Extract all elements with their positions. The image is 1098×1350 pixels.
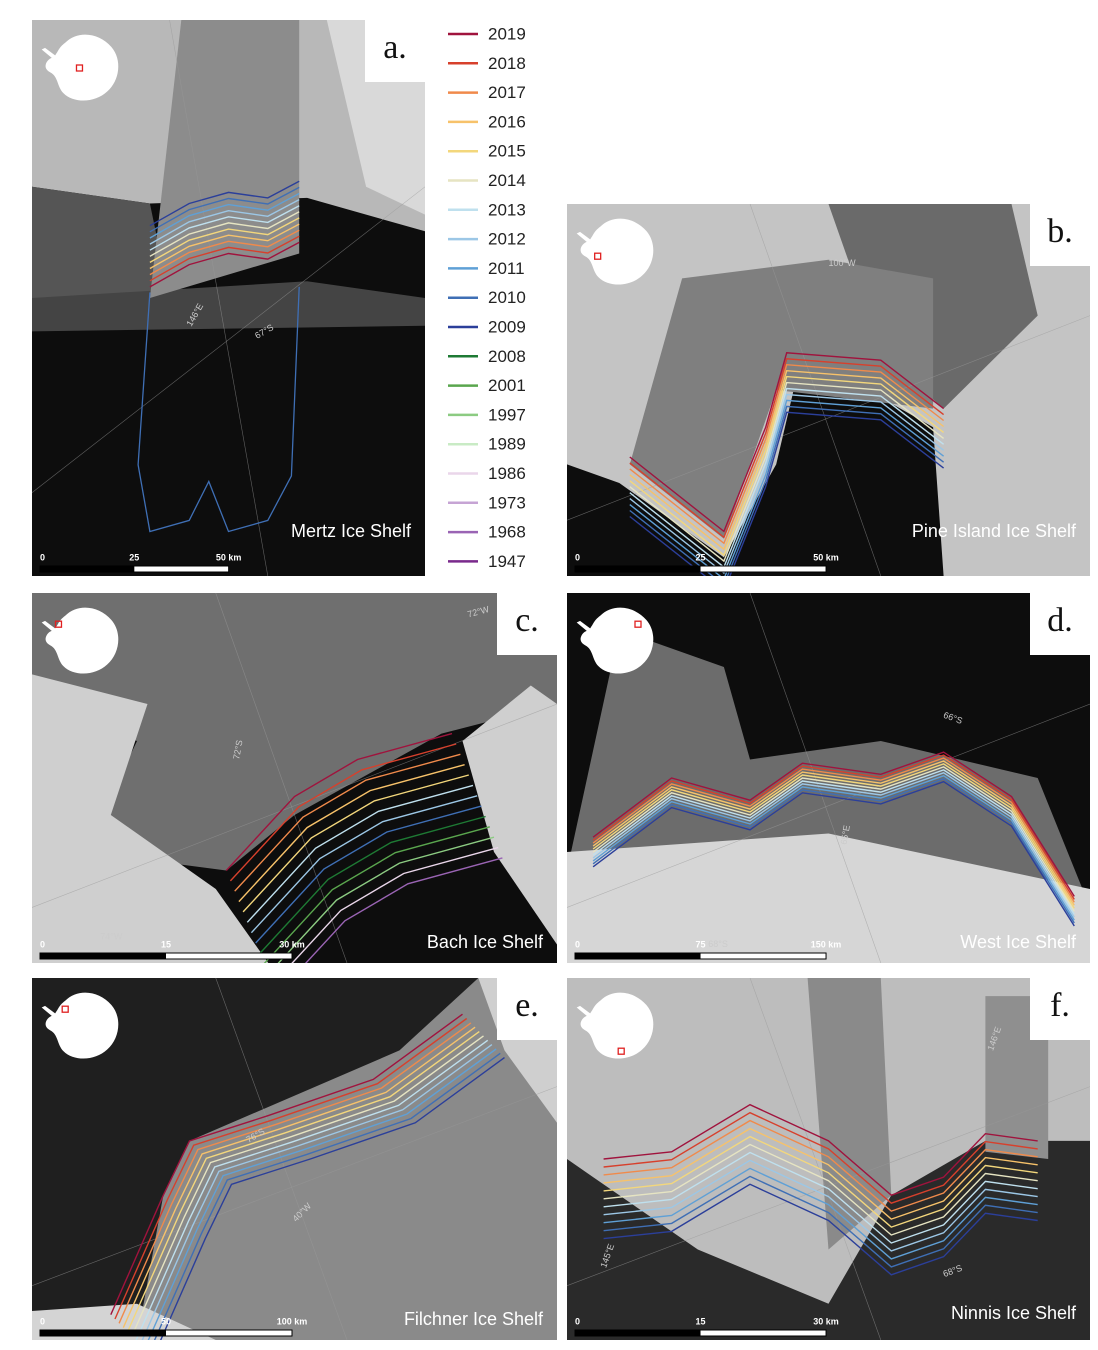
scale-label: 25 — [696, 552, 706, 562]
scale-label: 25 — [129, 552, 139, 562]
scale-bar-segment — [575, 566, 701, 572]
panel-letter: a. — [383, 29, 407, 66]
map-panel: 100°W b. Pine Island Ice Shelf 0 25 50 km — [567, 204, 1090, 591]
scale-bar-segment — [40, 566, 134, 572]
legend-label: 1947 — [488, 552, 526, 571]
scale-label: 0 — [40, 1316, 45, 1326]
legend-label: 2018 — [488, 54, 526, 73]
map-panel: 66°S65°E68°Sd.West Ice Shelf075150 km — [567, 593, 1090, 963]
legend-label: 1973 — [488, 493, 526, 512]
legend-label: 2019 — [488, 24, 526, 43]
scale-bar-segment — [575, 1330, 701, 1336]
shelf-name: Bach Ice Shelf — [427, 932, 544, 952]
legend-label: 2014 — [488, 171, 526, 190]
scale-label: 100 km — [277, 1316, 308, 1326]
scale-label: 15 — [161, 939, 171, 949]
shelf-name: Pine Island Ice Shelf — [912, 521, 1077, 541]
shelf-name: West Ice Shelf — [960, 932, 1077, 952]
legend-label: 1989 — [488, 435, 526, 454]
panel-letter: b. — [1047, 213, 1073, 250]
map-panel: 76°S40°We.Filchner Ice Shelf050100 km — [32, 978, 557, 1345]
scale-bar-segment — [575, 953, 701, 959]
scale-label: 0 — [575, 939, 580, 949]
scale-label: 75 — [696, 939, 706, 949]
map-panel: 68°S145°E146°Ef.Ninnis Ice Shelf01530 km — [567, 978, 1090, 1340]
legend-label: 2001 — [488, 376, 526, 395]
scale-label: 150 km — [811, 939, 842, 949]
coordinate-label: 68°S — [708, 939, 728, 949]
shelf-name: Mertz Ice Shelf — [291, 521, 412, 541]
scale-label: 0 — [575, 552, 580, 562]
legend-label: 2017 — [488, 83, 526, 102]
panel-letter: e. — [515, 987, 539, 1024]
scale-label: 30 km — [813, 1316, 839, 1326]
panel-letter: c. — [515, 602, 539, 639]
scale-label: 0 — [575, 1316, 580, 1326]
scale-label: 50 — [161, 1316, 171, 1326]
legend-label: 1968 — [488, 523, 526, 542]
scale-label: 30 km — [279, 939, 305, 949]
figure: 2019 2018 2017 2016 2015 2014 2013 2012 2011 2010… — [0, 0, 1098, 1345]
scale-label: 15 — [696, 1316, 706, 1326]
map-panel: 72°W72°S74°Wc.Bach Ice Shelf01530 km — [32, 593, 557, 995]
legend-label: 2015 — [488, 142, 526, 161]
scale-bar-segment — [40, 1330, 166, 1336]
legend-label: 1997 — [488, 405, 526, 424]
legend-label: 1986 — [488, 464, 526, 483]
panel-letter: d. — [1047, 602, 1073, 639]
legend-label: 2011 — [488, 259, 525, 278]
scale-bar-segment — [40, 953, 166, 959]
legend-label: 2009 — [488, 317, 526, 336]
legend-label: 2012 — [488, 230, 526, 249]
legend-label: 2016 — [488, 112, 526, 131]
shelf-name: Filchner Ice Shelf — [404, 1309, 544, 1329]
scale-label: 50 km — [216, 552, 242, 562]
shelf-name: Ninnis Ice Shelf — [951, 1303, 1077, 1323]
scale-label: 50 km — [813, 552, 839, 562]
coordinate-label: 74°W — [100, 931, 123, 941]
scale-label: 0 — [40, 939, 45, 949]
scale-label: 0 — [40, 552, 45, 562]
panel-letter: f. — [1050, 987, 1070, 1024]
legend-label: 2008 — [488, 347, 526, 366]
legend-label: 2010 — [488, 288, 526, 307]
legend-label: 2013 — [488, 200, 526, 219]
coordinate-label: 100°W — [829, 258, 857, 268]
